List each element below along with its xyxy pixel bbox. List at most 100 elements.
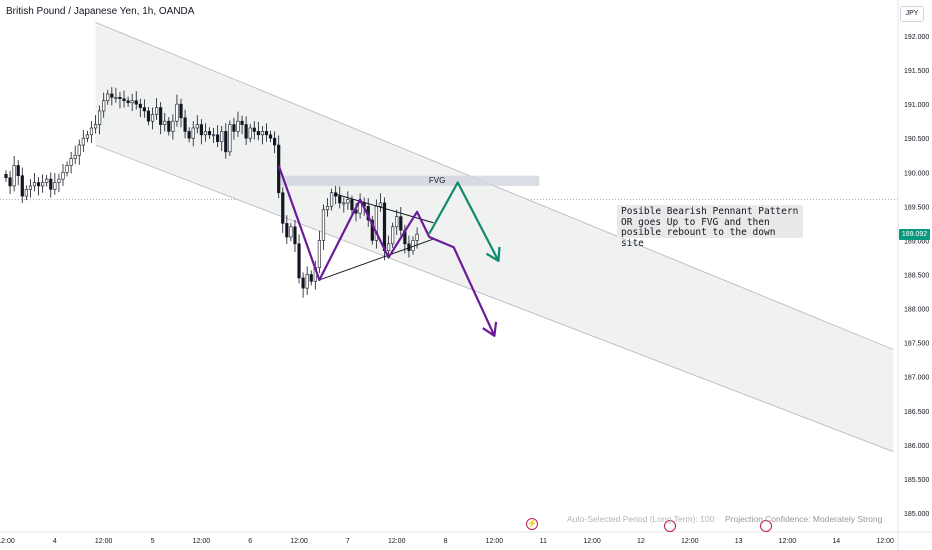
candle — [297, 234, 301, 284]
price-tick-label: 185.500 — [904, 477, 929, 484]
time-tick-label: 12:00 — [486, 538, 504, 545]
candle — [69, 151, 73, 174]
candle-body — [65, 165, 69, 173]
candle — [85, 130, 89, 143]
candle-body — [289, 226, 293, 238]
time-tick-label: 8 — [444, 538, 448, 545]
candle-body — [248, 127, 252, 139]
candle — [142, 99, 146, 118]
candle-body — [301, 277, 305, 289]
candle-body — [244, 124, 248, 139]
candle-body — [73, 154, 77, 159]
price-tick-label: 189.500 — [904, 204, 929, 211]
candle — [370, 215, 374, 245]
candle-body — [77, 144, 81, 156]
candle-body — [305, 274, 309, 289]
candle — [285, 215, 289, 244]
candle — [118, 91, 122, 109]
candle-body — [41, 182, 45, 187]
candle-body — [191, 127, 195, 139]
candle-body — [224, 131, 228, 153]
candle-body — [395, 216, 399, 228]
current-price-tag: 189.092 — [899, 229, 930, 240]
price-tick-label: 187.000 — [904, 375, 929, 382]
candle — [195, 115, 199, 134]
candle-body — [81, 137, 85, 146]
economic-event-icon-2[interactable] — [760, 520, 772, 532]
candle-body — [118, 97, 122, 99]
pennant-lower-line — [319, 238, 434, 281]
economic-event-icon[interactable] — [664, 520, 676, 532]
time-tick-label: 12:00 — [193, 538, 211, 545]
time-tick-label: 5 — [151, 538, 155, 545]
price-tick-label: 188.000 — [904, 307, 929, 314]
candle — [12, 155, 16, 192]
candle-body — [57, 178, 61, 183]
candle-body — [159, 107, 163, 125]
candle — [260, 125, 265, 145]
currency-button[interactable]: JPY — [900, 6, 924, 22]
candle-body — [220, 131, 224, 142]
candle — [175, 94, 179, 127]
candle-body — [179, 103, 183, 119]
fvg-zone — [278, 175, 540, 186]
fvg-layer: FVG — [278, 175, 540, 186]
candle — [293, 219, 297, 253]
candle — [171, 114, 175, 140]
candle — [98, 105, 102, 135]
candle-body — [36, 182, 41, 187]
candle — [122, 90, 126, 108]
fvg-label: FVG — [429, 176, 445, 185]
purple-projection-path — [277, 165, 496, 337]
symbol-title[interactable]: British Pound / Japanese Yen, 1h, OANDA — [6, 6, 195, 17]
candle-body — [20, 175, 24, 197]
green-projection-path-arrowhead — [485, 246, 501, 262]
candle — [134, 91, 138, 110]
candle-body — [338, 195, 342, 204]
time-tick-label: 12 — [637, 538, 645, 545]
candle — [309, 270, 313, 286]
price-tick-label: 187.500 — [904, 341, 929, 348]
candle-body — [228, 124, 232, 153]
candle — [41, 174, 45, 193]
candle — [167, 117, 171, 136]
candle — [268, 130, 273, 143]
candle-body — [171, 120, 175, 132]
candle-body — [236, 120, 240, 132]
price-tick-label: 192.000 — [904, 34, 929, 41]
candle-body — [281, 192, 285, 224]
candle-body — [154, 107, 159, 115]
candle — [273, 131, 277, 154]
candle-body — [183, 117, 187, 132]
candle-body — [293, 226, 297, 245]
candle — [211, 127, 216, 143]
candle-body — [211, 134, 216, 137]
indicator-icon[interactable]: ⚡ — [526, 518, 538, 530]
candle-body — [268, 134, 273, 139]
candle — [228, 120, 232, 156]
candle — [252, 121, 256, 140]
price-tick-label: 186.500 — [904, 409, 929, 416]
candle — [232, 117, 236, 140]
candle-body — [321, 209, 326, 241]
candle-body — [122, 98, 126, 102]
candle — [8, 170, 12, 195]
candle-body — [175, 103, 179, 122]
drawing-layer — [277, 165, 501, 337]
candle — [61, 164, 65, 186]
candle-body — [232, 124, 236, 132]
candle — [183, 109, 187, 139]
time-tick-label: 6 — [248, 538, 252, 545]
candle-body — [142, 107, 146, 112]
candle — [150, 107, 155, 130]
candle — [20, 167, 24, 203]
candle-body — [163, 120, 167, 125]
channel-lower-line — [95, 144, 894, 453]
candle-body — [89, 127, 94, 136]
time-tick-label: 4 — [53, 538, 57, 545]
candle — [57, 173, 61, 193]
candle — [199, 119, 203, 145]
candle-body — [8, 177, 12, 187]
